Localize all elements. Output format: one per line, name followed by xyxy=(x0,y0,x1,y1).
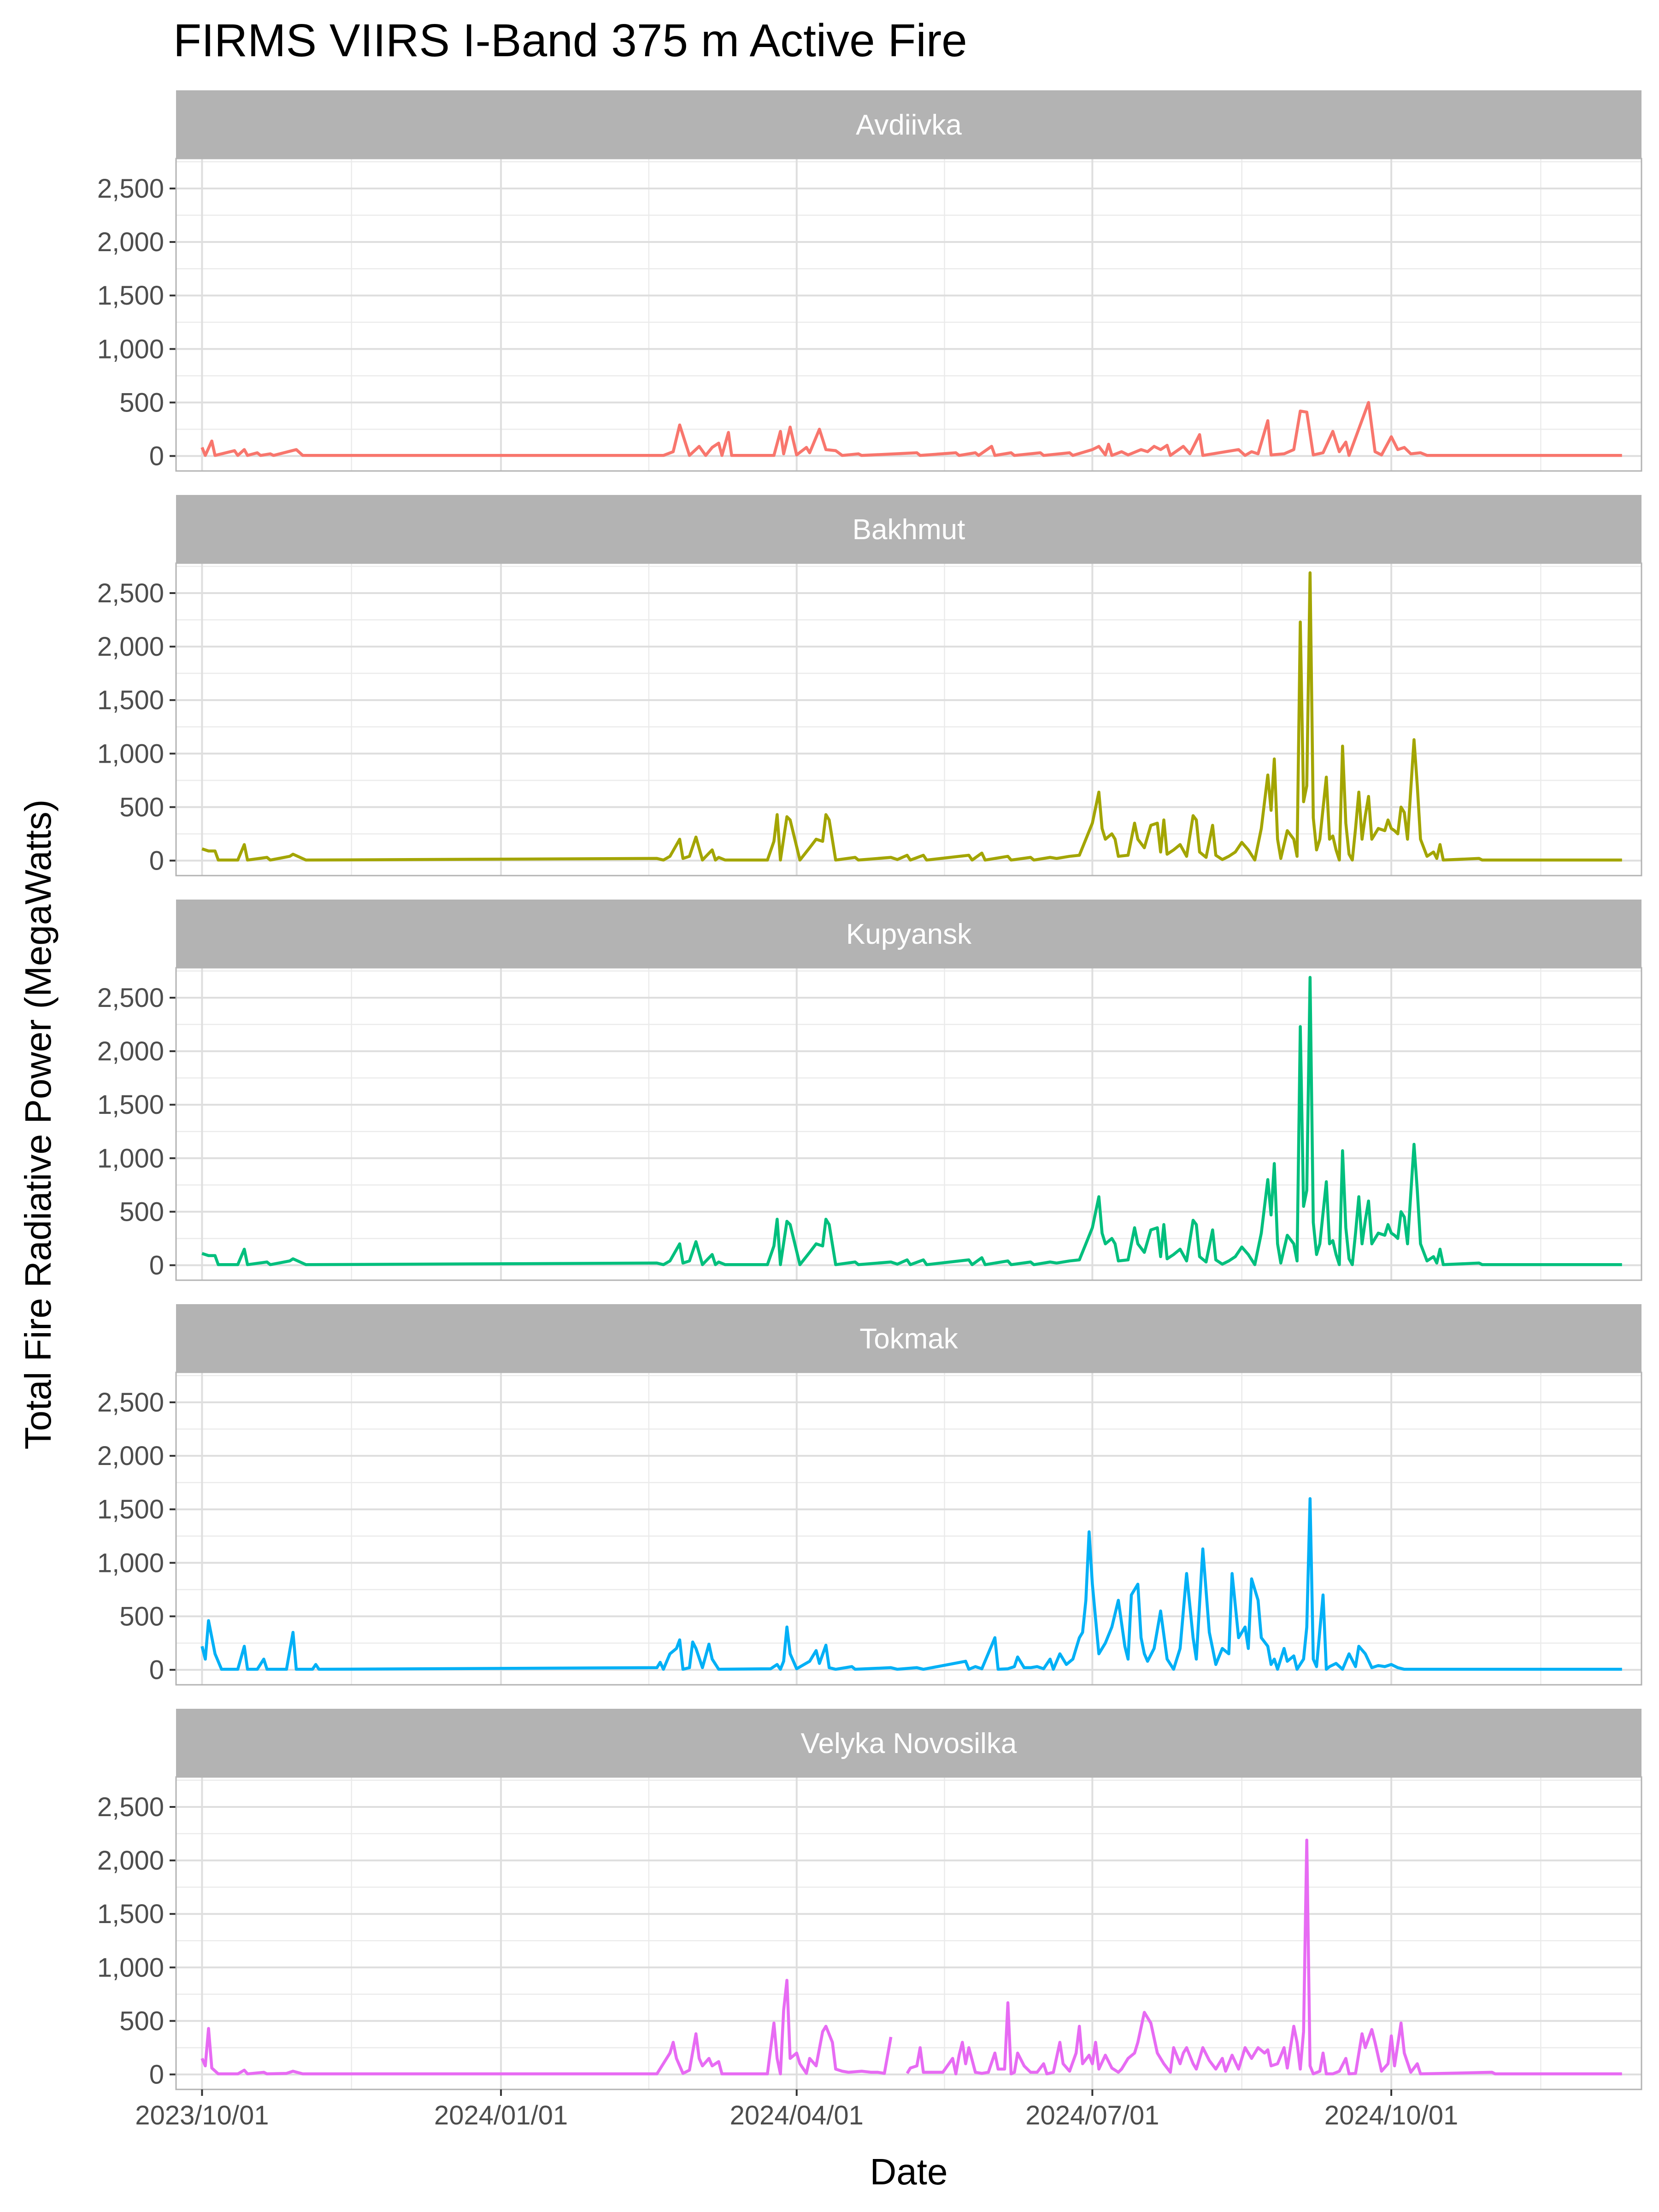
y-tick-label: 2,000 xyxy=(97,1846,164,1876)
y-tick-label: 2,500 xyxy=(97,578,164,608)
x-axis: 2023/10/01 2024/01/01 2024/04/01 2024/07/01… xyxy=(135,2089,1458,2130)
facet-panels: Avdiivka 0 500 1,000 1,500 2,000 2,500 Bakhmut 0… xyxy=(97,90,1642,2090)
y-tick-label: 1,500 xyxy=(97,685,164,715)
y-tick-label: 500 xyxy=(119,792,164,822)
y-tick-label: 1,500 xyxy=(97,1090,164,1120)
x-tick-label: 2024/10/01 xyxy=(1324,2100,1458,2130)
panel-kupyansk: Kupyansk 0 500 1,000 1,500 2,000 2,500 xyxy=(97,900,1642,1281)
series-line-tokmak xyxy=(200,1497,1622,1671)
y-tick-label: 1,000 xyxy=(97,739,164,769)
strip-label: Avdiivka xyxy=(856,109,962,141)
y-tick-label: 2,000 xyxy=(97,227,164,257)
panel-tokmak: Tokmak 0 500 1,000 1,500 2,000 2,500 xyxy=(97,1304,1642,1686)
y-tick-label: 0 xyxy=(149,846,164,876)
panel-avdiivka: Avdiivka 0 500 1,000 1,500 2,000 2,500 xyxy=(97,90,1642,472)
strip-velyka-novosilka xyxy=(176,1709,1641,1777)
series-line-velyka-novosilka xyxy=(200,1838,1622,2076)
panel-border xyxy=(175,1371,1642,1686)
y-tick-label: 2,500 xyxy=(97,174,164,204)
y-tick-label: 2,500 xyxy=(97,1388,164,1418)
y-tick-label: 2,000 xyxy=(97,1441,164,1471)
strip-bakhmut xyxy=(176,495,1641,563)
plot-background xyxy=(176,1777,1641,2089)
plot-background xyxy=(176,159,1641,471)
plot-background xyxy=(176,1372,1641,1685)
y-tick-label: 500 xyxy=(119,1601,164,1631)
strip-label: Bakhmut xyxy=(853,514,965,546)
y-axis-title: Total Fire Radiative Power (MegaWatts) xyxy=(18,800,59,1450)
strip-label: Velyka Novosilka xyxy=(801,1728,1017,1759)
panel-border xyxy=(175,562,1642,877)
y-tick-label: 500 xyxy=(119,388,164,418)
x-tick-label: 2024/07/01 xyxy=(1025,2100,1159,2130)
strip-label: Kupyansk xyxy=(846,918,972,950)
y-tick-label: 1,500 xyxy=(97,1494,164,1524)
chart-title: FIRMS VIIRS I-Band 375 m Active Fire xyxy=(173,15,967,66)
strip-tokmak xyxy=(176,1304,1641,1372)
series-line-bakhmut xyxy=(201,571,1622,862)
y-tick-label: 2,000 xyxy=(97,1036,164,1066)
x-tick-label: 2024/01/01 xyxy=(434,2100,568,2130)
y-tick-label: 1,500 xyxy=(97,281,164,311)
y-tick-label: 500 xyxy=(119,2006,164,2036)
y-tick-label: 1,000 xyxy=(97,1953,164,1983)
y-tick-label: 0 xyxy=(149,441,164,471)
y-tick-label: 0 xyxy=(149,1250,164,1280)
y-tick-label: 1,000 xyxy=(97,1548,164,1578)
series-line-kupyansk xyxy=(201,976,1622,1266)
x-tick-label: 2023/10/01 xyxy=(135,2100,269,2130)
y-tick-label: 1,000 xyxy=(97,1143,164,1173)
series-line-avdiivka xyxy=(200,401,1622,457)
panel-velyka-novosilka: Velyka Novosilka 0 500 1,000 1,500 2,000 2,500 xyxy=(97,1709,1642,2090)
x-axis-title: Date xyxy=(870,2151,948,2192)
panel-border xyxy=(175,1776,1642,2090)
y-tick-label: 2,000 xyxy=(97,632,164,662)
plot-background xyxy=(176,563,1641,876)
x-tick-label: 2024/04/01 xyxy=(730,2100,864,2130)
y-tick-label: 500 xyxy=(119,1197,164,1227)
panel-border xyxy=(175,967,1642,1281)
y-tick-label: 2,500 xyxy=(97,983,164,1013)
strip-avdiivka xyxy=(176,90,1641,159)
plot-background xyxy=(176,968,1641,1280)
strip-kupyansk xyxy=(176,900,1641,968)
y-tick-label: 2,500 xyxy=(97,1792,164,1822)
y-tick-label: 0 xyxy=(149,2059,164,2089)
y-tick-label: 0 xyxy=(149,1655,164,1685)
y-tick-label: 1,500 xyxy=(97,1899,164,1929)
strip-label: Tokmak xyxy=(859,1323,959,1355)
panel-border xyxy=(175,158,1642,472)
panel-bakhmut: Bakhmut 0 500 1,000 1,500 2,000 2,500 xyxy=(97,495,1642,877)
y-tick-label: 1,000 xyxy=(97,334,164,364)
